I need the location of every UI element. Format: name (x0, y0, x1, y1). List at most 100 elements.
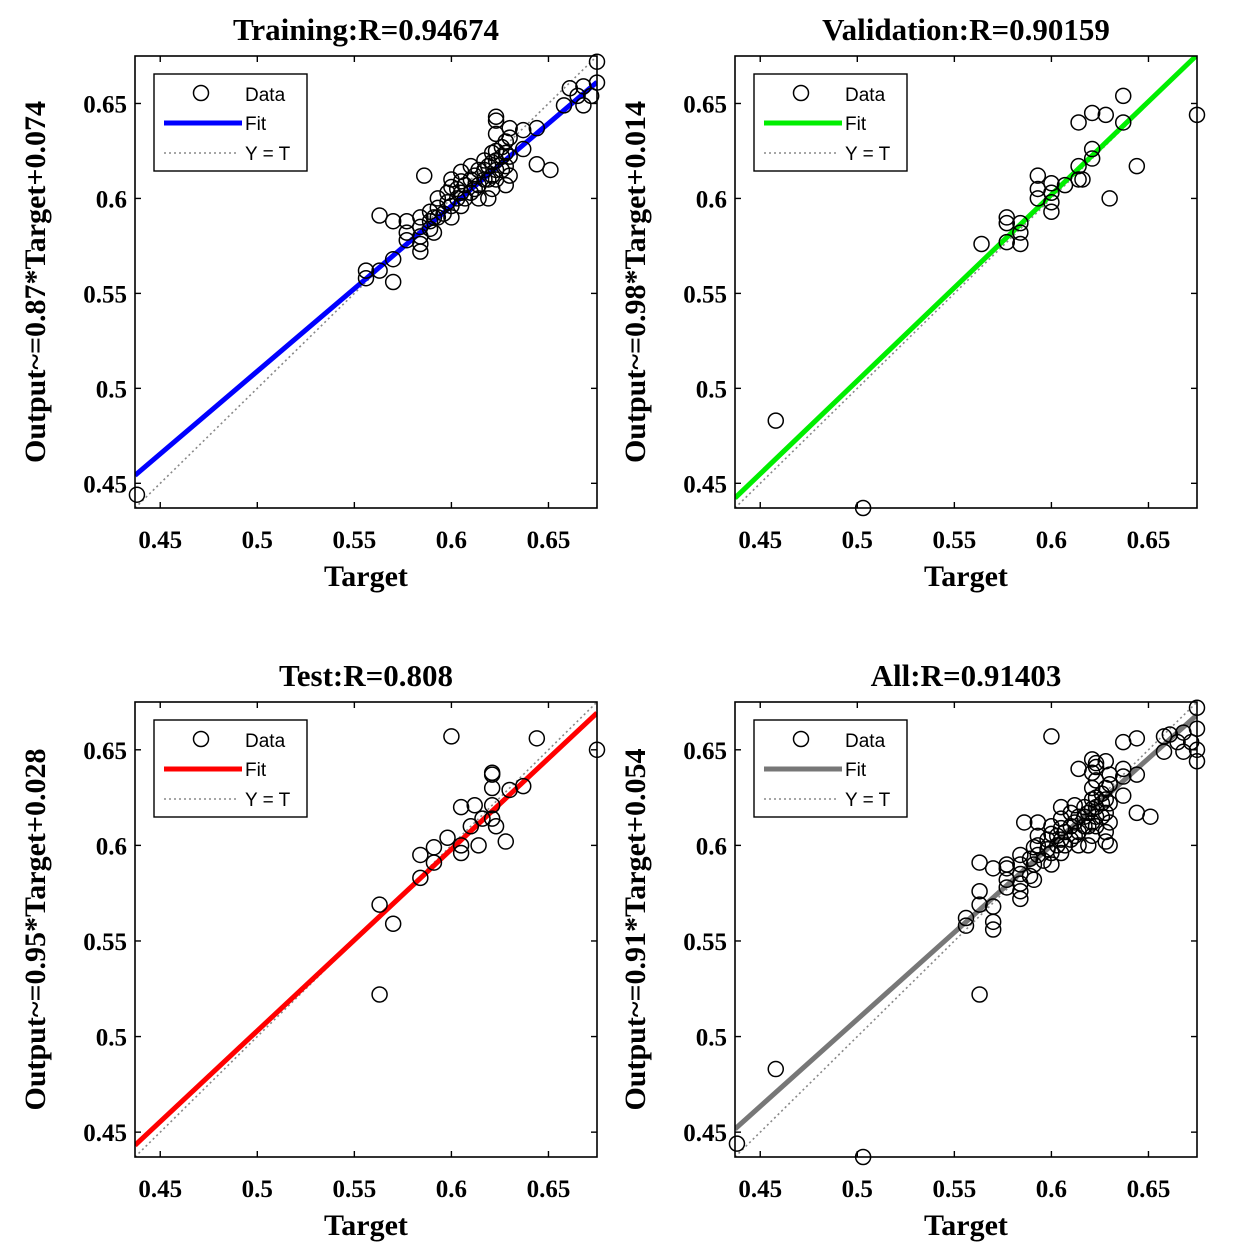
data-point (1012, 235, 1029, 253)
identity-line (135, 702, 597, 1157)
data-point (371, 896, 388, 913)
x-tick-label: 0.65 (1127, 527, 1171, 554)
legend: Data Fit Y = T (153, 73, 308, 172)
data-point (384, 915, 402, 933)
data-point (1043, 856, 1060, 873)
data-point (421, 220, 439, 238)
data-point (1029, 837, 1047, 854)
data-point (466, 180, 483, 198)
data-point (1029, 827, 1047, 845)
legend: Data Fit Y = T (153, 719, 308, 818)
data-point (470, 837, 487, 854)
data-point (448, 190, 466, 207)
data-point (1052, 819, 1070, 837)
data-point (1087, 808, 1105, 825)
data-point (371, 207, 388, 224)
legend-label-data: Data (845, 85, 886, 106)
data-point (483, 167, 501, 184)
y-tick-label: 0.45 (683, 471, 727, 498)
y-tick-label: 0.6 (696, 833, 727, 860)
data-point (483, 779, 501, 797)
data-point (357, 262, 375, 279)
data-point (1101, 814, 1118, 831)
y-tick-label: 0.65 (83, 91, 127, 118)
x-tick-label: 0.55 (932, 1176, 976, 1203)
chart-title-validation: Validation:R=0.90159 (822, 12, 1110, 47)
data-point (429, 190, 447, 207)
data-point (487, 108, 505, 126)
data-point (1012, 883, 1029, 900)
legend-data-marker (192, 730, 210, 748)
data-point (371, 986, 388, 1003)
y-tick-label: 0.45 (83, 1120, 127, 1147)
data-point (425, 209, 443, 226)
data-point (501, 129, 518, 146)
data-point (501, 148, 518, 165)
data-point (514, 121, 532, 139)
data-point (1066, 796, 1083, 814)
data-point (1114, 114, 1132, 131)
data-point (452, 837, 470, 854)
data-point (439, 829, 456, 846)
legend-label-fit: Fit (245, 760, 267, 781)
legend-label-data: Data (245, 731, 286, 752)
data-point (555, 97, 573, 114)
data-point (1097, 791, 1115, 808)
x-tick-label: 0.45 (138, 1176, 182, 1203)
data-point (514, 777, 532, 795)
fit-line (135, 711, 597, 1148)
data-point (470, 190, 487, 207)
data-point (501, 167, 518, 184)
data-point (528, 730, 546, 747)
x-tick-label: 0.5 (242, 1176, 273, 1203)
data-point (415, 167, 433, 184)
data-point (1101, 775, 1118, 793)
data-point (425, 854, 443, 871)
data-point (1012, 865, 1029, 883)
y-axis-label: Output~=0.91*Target+0.054 (619, 748, 652, 1110)
data-point (1080, 837, 1097, 854)
data-point (412, 218, 429, 236)
x-tick-label: 0.55 (332, 527, 376, 554)
data-point (497, 144, 515, 162)
chart-title-all: All:R=0.91403 (871, 658, 1062, 693)
panel-training: 0.45 0.45 0.5 0.5 0.55 0.55 0.6 0.6 0.65 0.65 Trai… (19, 12, 606, 593)
data-point (1169, 733, 1186, 751)
y-tick-label: 0.5 (96, 1025, 127, 1052)
y-tick-label: 0.5 (96, 376, 127, 403)
y-tick-label: 0.65 (683, 738, 727, 765)
data-point (452, 197, 470, 215)
data-point (1114, 768, 1132, 785)
data-point (984, 898, 1002, 915)
y-axis-label: Output~=0.87*Target+0.074 (19, 101, 52, 463)
data-point (767, 1060, 785, 1078)
data-point (971, 986, 988, 1003)
data-point (1101, 190, 1118, 207)
data-point (1066, 827, 1083, 845)
data-point (1097, 804, 1115, 822)
y-tick-label: 0.45 (83, 471, 127, 498)
data-point (1029, 846, 1047, 864)
data-point (480, 190, 497, 207)
data-point (412, 235, 429, 253)
data-point (456, 190, 474, 207)
data-point (412, 209, 429, 226)
data-point (357, 269, 375, 287)
data-point (569, 87, 586, 105)
data-point (542, 161, 559, 179)
data-point (1012, 846, 1029, 864)
data-point (1083, 751, 1101, 768)
data-point (1070, 837, 1087, 854)
data-point (1043, 193, 1060, 211)
data-point (528, 119, 546, 137)
data-point (487, 112, 505, 129)
data-point (1043, 728, 1060, 745)
chart-title-training: Training:R=0.94674 (233, 12, 499, 47)
axes-frame (734, 55, 1198, 509)
data-point (1012, 856, 1029, 873)
x-tick-label: 0.65 (1127, 1176, 1171, 1203)
data-point (421, 212, 439, 230)
data-point (1114, 760, 1132, 778)
data-point (443, 728, 460, 745)
